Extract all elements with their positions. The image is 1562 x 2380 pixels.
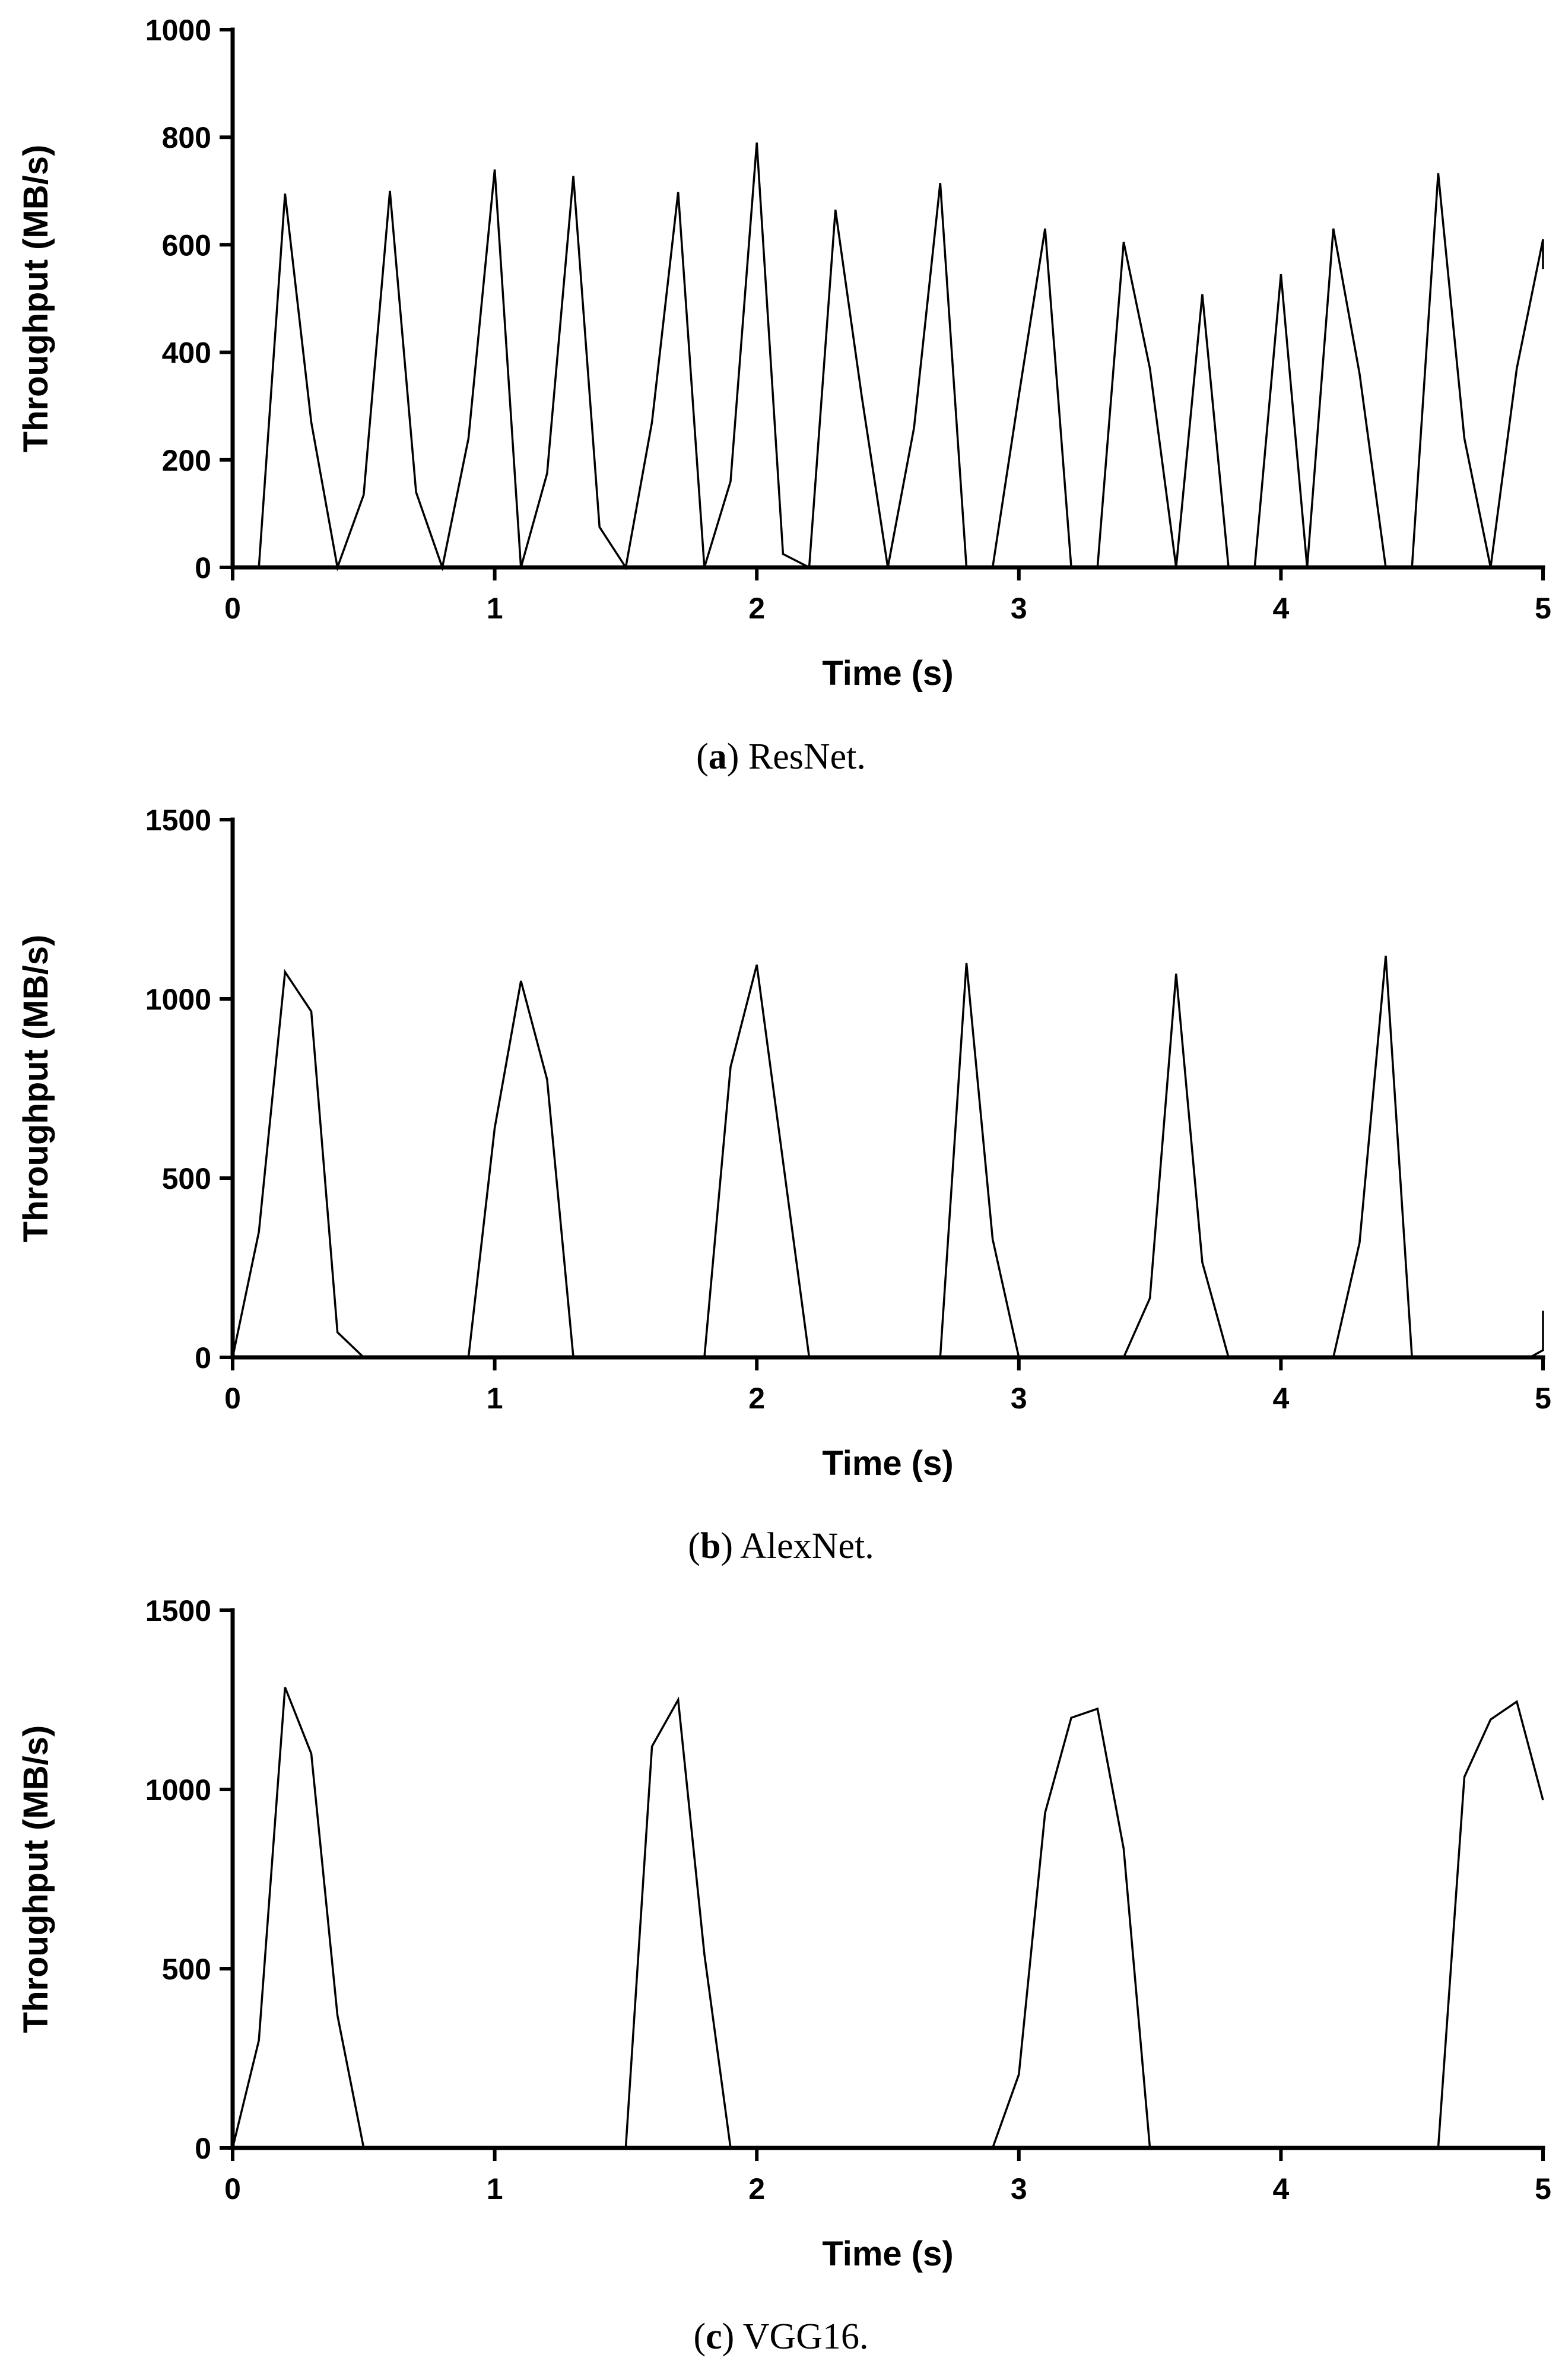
alexnet-panel: 0 500 1000 1500 0 1 2 3 4 5 Time (s) Throughput (MB…	[17, 804, 1551, 1566]
alexnet-y-axis-title: Throughput (MB/s)	[17, 935, 55, 1243]
resnet-y-tick-label: 600	[162, 229, 211, 262]
alexnet-y-tick-label: 1000	[145, 983, 211, 1016]
alexnet-series-line	[231, 956, 1544, 1359]
alexnet-x-axis-title: Time (s)	[822, 1444, 953, 1483]
resnet-y-tick-label: 200	[162, 444, 211, 477]
resnet-x-tick-label: 1	[487, 592, 503, 625]
resnet-x-tick-label: 3	[1011, 592, 1027, 625]
vgg16-x-tick-label: 0	[224, 2172, 241, 2206]
vgg16-caption-text: VGG16.	[743, 2316, 869, 2357]
resnet-y-tick-label: 400	[162, 337, 211, 370]
resnet-y-tick-label: 0	[195, 551, 211, 585]
vgg16-y-tick-label: 1500	[145, 1594, 211, 1627]
resnet-caption-letter: a	[709, 737, 727, 777]
vgg16-x-axis-title: Time (s)	[822, 2235, 953, 2273]
resnet-caption: (a) ResNet.	[696, 737, 866, 777]
vgg16-caption: (c) VGG16.	[693, 2316, 868, 2357]
alexnet-caption: (b) AlexNet.	[688, 1526, 874, 1566]
alexnet-caption-close-paren: )	[720, 1526, 740, 1566]
resnet-caption-text: ResNet.	[748, 737, 866, 777]
vgg16-x-tick-label: 2	[748, 2172, 765, 2206]
alexnet-y-tick-label: 1500	[145, 804, 211, 837]
alexnet-caption-letter: b	[700, 1526, 720, 1566]
vgg16-y-tick-label: 500	[162, 1953, 211, 1986]
alexnet-caption-text: AlexNet.	[740, 1526, 874, 1566]
vgg16-y-axis-title: Throughput (MB/s)	[17, 1725, 55, 2033]
alexnet-x-tick-label: 1	[487, 1382, 503, 1415]
vgg16-x-tick-label: 1	[487, 2172, 503, 2206]
resnet-y-tick-label: 1000	[145, 14, 211, 47]
alexnet-x-tick-label: 4	[1272, 1382, 1289, 1415]
vgg16-caption-close-paren: )	[722, 2316, 743, 2357]
resnet-x-tick-label: 4	[1272, 592, 1289, 625]
alexnet-caption-open-paren: (	[688, 1526, 700, 1566]
vgg16-panel: 0 500 1000 1500 0 1 2 3 4 5 Time (s) Throughput (MB…	[17, 1594, 1551, 2357]
resnet-y-axis-title: Throughput (MB/s)	[17, 145, 55, 453]
vgg16-x-tick-label: 5	[1535, 2172, 1551, 2206]
resnet-x-tick-label: 0	[224, 592, 241, 625]
alexnet-x-tick-label: 0	[224, 1382, 241, 1415]
alexnet-x-tick-label: 5	[1535, 1382, 1551, 1415]
alexnet-x-tick-label: 2	[748, 1382, 765, 1415]
vgg16-y-tick-label: 0	[195, 2132, 211, 2165]
resnet-caption-open-paren: (	[696, 737, 709, 777]
vgg16-x-tick-label: 3	[1011, 2172, 1027, 2206]
resnet-x-tick-label: 2	[748, 592, 765, 625]
resnet-x-tick-label: 5	[1535, 592, 1551, 625]
alexnet-x-tick-label: 3	[1011, 1382, 1027, 1415]
alexnet-y-tick-label: 500	[162, 1162, 211, 1195]
vgg16-x-tick-label: 4	[1272, 2172, 1289, 2206]
vgg16-series-line	[231, 1687, 1544, 2149]
vgg16-caption-open-paren: (	[693, 2316, 706, 2357]
resnet-caption-close-paren: )	[727, 737, 748, 777]
resnet-y-tick-label: 800	[162, 121, 211, 154]
resnet-panel: 0 200 400 600 800 1000 0 1 2 3 4 5 Time (s) Throughpu…	[17, 14, 1551, 777]
alexnet-y-tick-label: 0	[195, 1341, 211, 1375]
resnet-x-axis-title: Time (s)	[822, 654, 953, 693]
vgg16-y-tick-label: 1000	[145, 1773, 211, 1807]
vgg16-caption-letter: c	[706, 2316, 722, 2357]
resnet-series-line	[258, 142, 1544, 572]
